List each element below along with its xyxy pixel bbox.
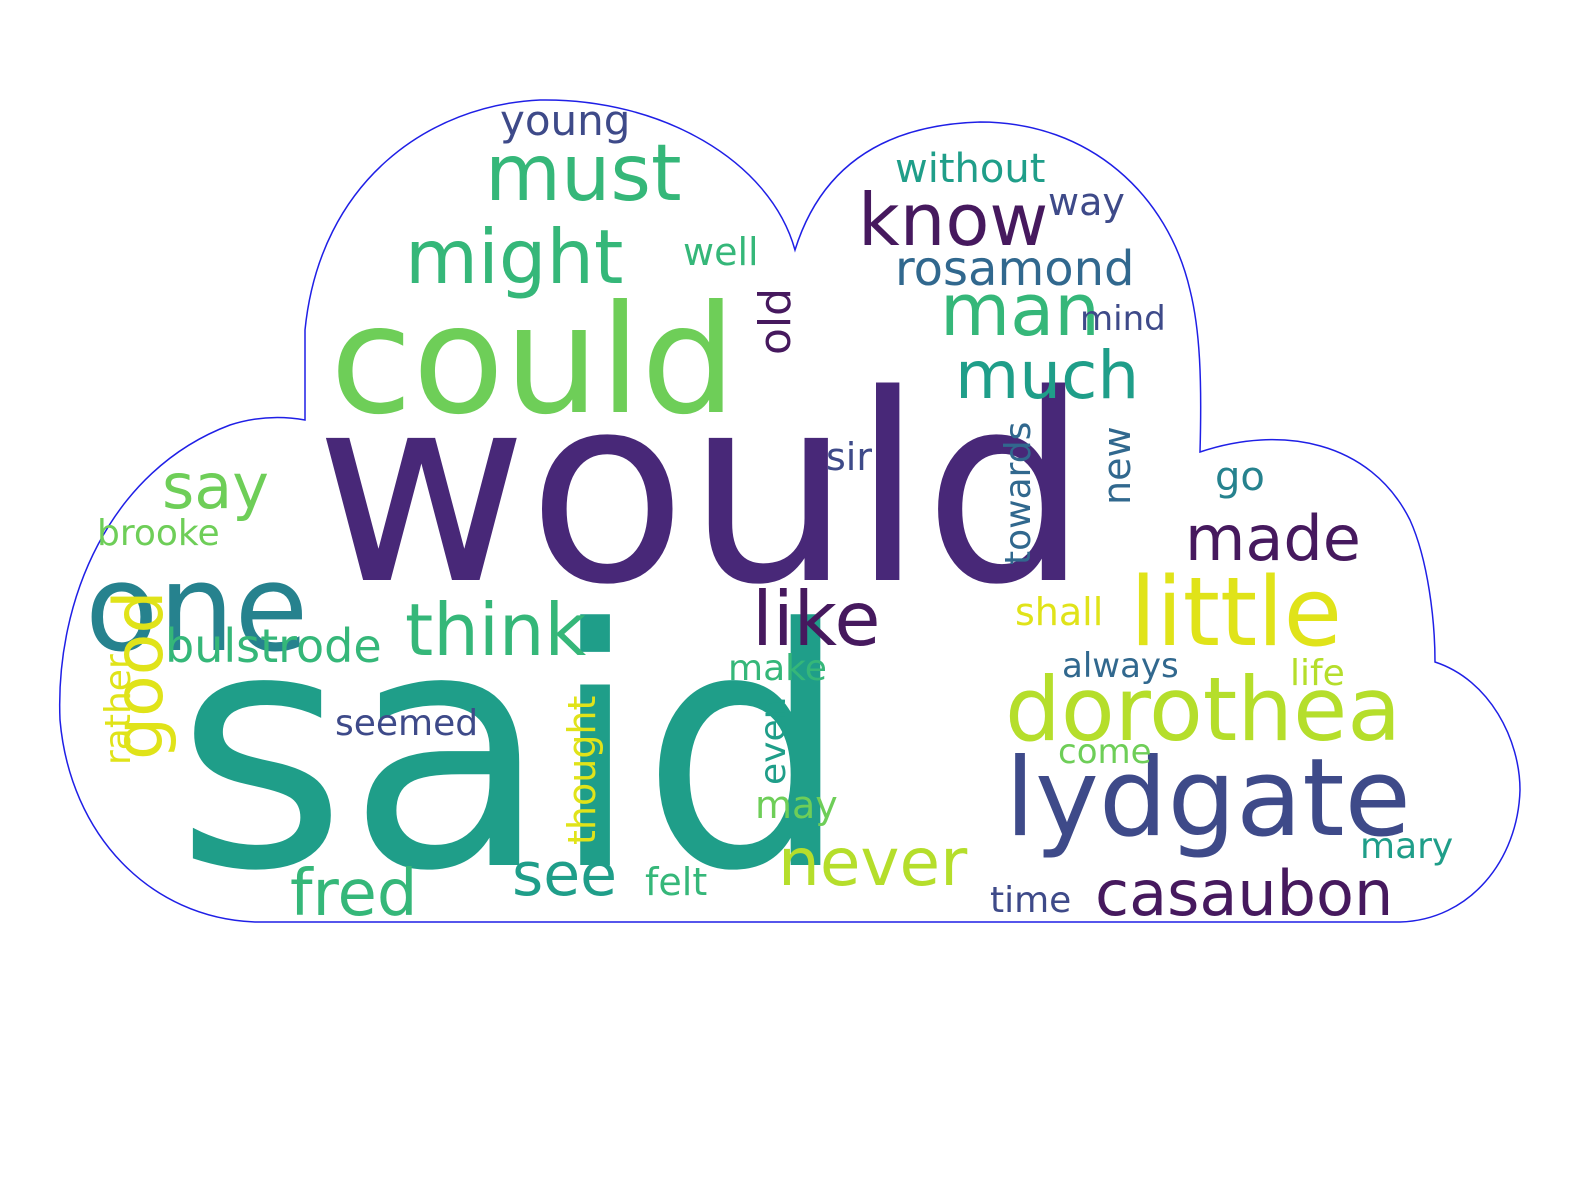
word-old: old — [750, 288, 801, 355]
word-thought: thought — [560, 696, 604, 845]
word-dorothea: dorothea — [1005, 658, 1401, 761]
word-even: even — [753, 697, 794, 785]
word-well: well — [683, 230, 759, 274]
word-man: man — [940, 268, 1100, 352]
word-lydgate: lydgate — [1005, 736, 1411, 861]
word-shall: shall — [1015, 590, 1103, 634]
word-would: would — [315, 340, 1089, 642]
word-make: make — [728, 648, 827, 689]
word-sir: sir — [826, 435, 872, 479]
word-must: must — [485, 129, 682, 219]
word-much: much — [955, 337, 1139, 414]
cloud-outline — [58, 99, 1521, 923]
word-way: way — [1048, 180, 1125, 224]
word-may: may — [755, 783, 838, 827]
word-always: always — [1062, 646, 1179, 686]
word-casaubon: casaubon — [1095, 857, 1393, 930]
word-life: life — [1290, 653, 1345, 694]
word-know: know — [858, 178, 1048, 262]
word-like: like — [752, 575, 881, 663]
word-made: made — [1185, 502, 1361, 575]
word-seemed: seemed — [335, 703, 478, 744]
word-mind: mind — [1080, 299, 1166, 339]
word-towards: towards — [998, 422, 1039, 565]
word-time: time — [990, 880, 1071, 921]
word-one: one — [85, 540, 308, 679]
word-go: go — [1215, 454, 1265, 500]
word-good: good — [100, 590, 179, 760]
word-might: might — [405, 213, 623, 301]
word-new: new — [1095, 426, 1139, 505]
word-rosamond: rosamond — [895, 241, 1134, 297]
word-bulstrode: bulstrode — [165, 619, 382, 673]
word-without: without — [895, 146, 1045, 192]
word-see: see — [512, 840, 617, 910]
word-think: think — [405, 588, 587, 672]
word-come: come — [1058, 732, 1152, 772]
word-felt: felt — [645, 860, 707, 904]
word-little: little — [1130, 558, 1342, 668]
word-brooke: brooke — [97, 513, 220, 554]
word-could: could — [330, 274, 736, 448]
word-never: never — [778, 824, 968, 901]
word-said: said — [175, 559, 850, 943]
word-rather: rather — [98, 654, 139, 765]
word-young: young — [500, 96, 630, 145]
word-say: say — [162, 450, 269, 523]
word-fred: fred — [290, 857, 417, 931]
word-mary: mary — [1360, 826, 1453, 867]
